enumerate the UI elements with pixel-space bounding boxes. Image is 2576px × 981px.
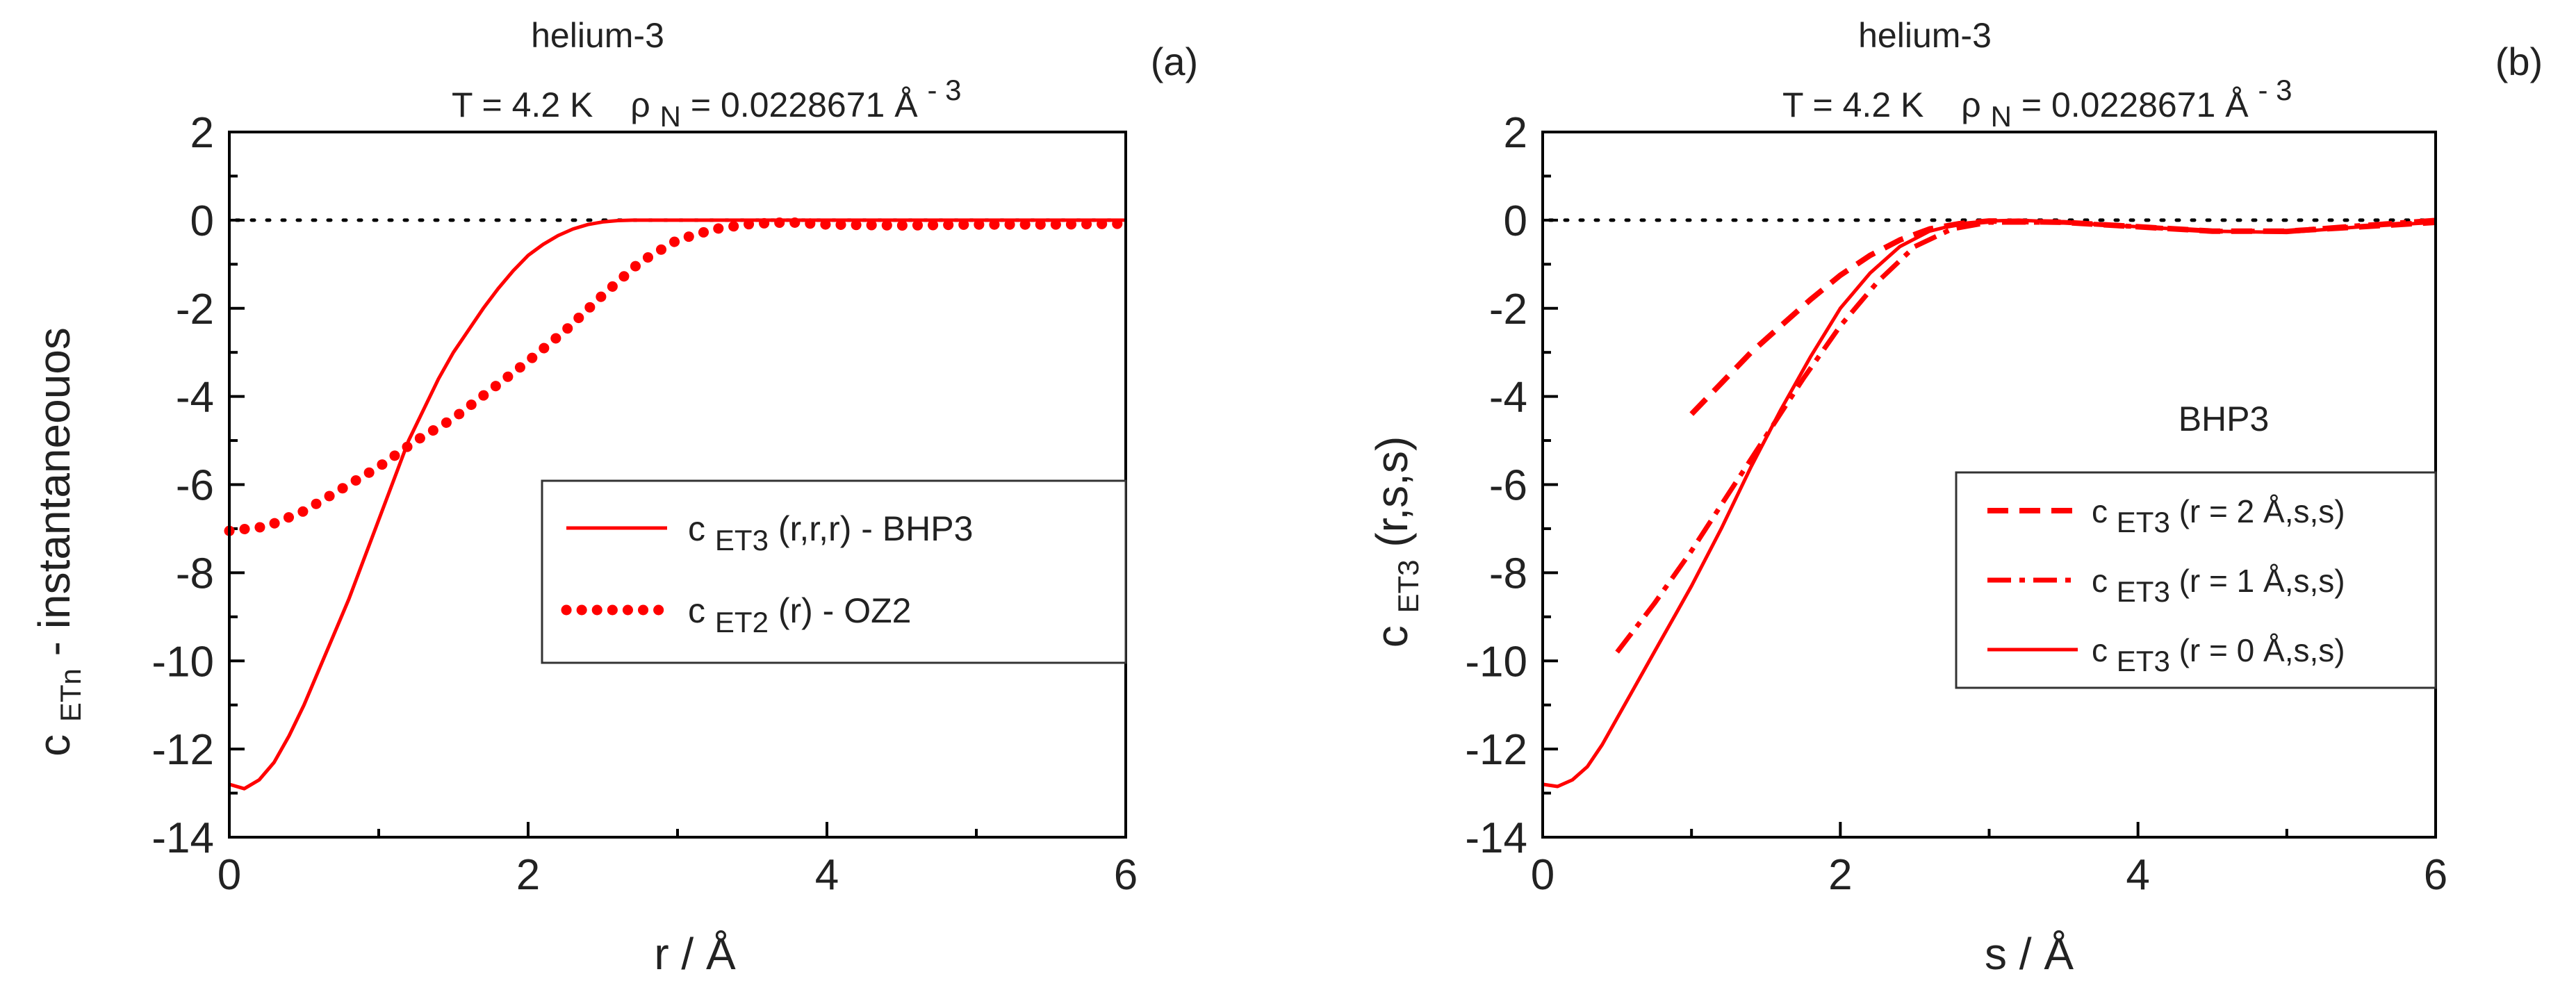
panel-a-legend-entry-bhp3: c ET3 (r,r,r) - BHP3 — [688, 509, 973, 558]
panel-b-label: (b) — [2495, 40, 2543, 83]
panel-a-ylabel-rest: - instantaneouos — [29, 327, 79, 656]
panel-b-subtitle-temp: T = 4.2 K — [1782, 85, 1923, 124]
panel-b: helium-3 T = 4.2 K ρ N = 0.0228671 Å - 3… — [1367, 16, 2543, 979]
panel-b-ylabel-main: c — [1367, 625, 1417, 648]
panel-a-xtick-label: 4 — [815, 851, 839, 899]
panel-a-subtitle-rho-value: = 0.0228671 Å — [691, 85, 918, 124]
panel-a-ytick-label: -4 — [176, 374, 214, 422]
panel-a: helium-3 T = 4.2 K ρ N = 0.0228671 Å - 3… — [29, 16, 1198, 979]
panel-b-ytick-label: 2 — [1504, 109, 1527, 157]
panel-b-subtitle: T = 4.2 K ρ N = 0.0228671 Å - 3 — [1782, 74, 2292, 134]
panel-a-subtitle-rho-sup: - 3 — [927, 74, 961, 106]
panel-a-ytick-label: -8 — [176, 550, 214, 597]
panel-b-series-2-line — [1542, 218, 2436, 789]
panel-b-series — [1542, 217, 2436, 789]
panel-a-ytick-label: 0 — [190, 197, 214, 245]
panel-a-xlabel: r / Å — [654, 929, 736, 979]
panel-b-annotation: BHP3 — [2179, 399, 2270, 438]
panel-b-ytick-label: -8 — [1489, 550, 1527, 597]
panel-a-series — [224, 217, 1131, 791]
panel-b-subtitle-rho: ρ — [1961, 85, 1980, 124]
panel-a-title: helium-3 — [531, 16, 664, 55]
panel-b-ytick-label: -12 — [1465, 726, 1527, 774]
panel-b-tick-labels: 20-2-4-6-8-10-12-140 2 4 6 — [1465, 109, 2447, 899]
panel-a-ylabel-sub: ETn — [54, 668, 87, 722]
panel-a-ytick-label: -14 — [151, 814, 214, 862]
panel-b-ytick-label: -6 — [1489, 462, 1527, 510]
panel-b-ylabel-rest: (r,s,s) — [1367, 436, 1417, 547]
panel-b-xtick-label: 4 — [2126, 851, 2149, 899]
panel-a-subtitle-temp: T = 4.2 K — [452, 85, 593, 124]
panel-a-ylabel: c ETn - instantaneouos — [29, 327, 90, 757]
panel-a-ytick-label: -2 — [176, 286, 214, 333]
panel-a-ytick-label: -10 — [151, 638, 214, 686]
panel-a-legend-entry-oz2: c ET2 (r) - OZ2 — [688, 591, 911, 640]
panel-b-subtitle-rho-sub: N — [1991, 100, 2012, 133]
panel-b-xlabel: s / Å — [1985, 929, 2074, 979]
panel-a-ytick-label: 2 — [190, 109, 214, 157]
panel-b-ylabel-sub: ET3 — [1392, 559, 1425, 613]
panel-a-subtitle-rho-sub: N — [660, 100, 681, 133]
panel-a-legend-box — [541, 479, 1127, 664]
panel-b-series-0-line — [1689, 218, 2436, 416]
panel-a-subtitle-rho: ρ — [630, 85, 650, 124]
panel-a-ytick-label: -6 — [176, 462, 214, 510]
panel-b-ytick-label: -4 — [1489, 374, 1527, 422]
panel-b-subtitle-rho-sup: - 3 — [2258, 74, 2292, 106]
panel-a-tick-labels: 20-2-4-6-8-10-12-140 2 4 6 — [151, 109, 1138, 899]
panel-a-series-0-line — [229, 218, 1126, 791]
panel-a-xtick-label: 2 — [516, 851, 540, 899]
panel-b-legend-entry-r0: c ET3 (r = 0 Å,s,s) — [2092, 632, 2345, 678]
panel-b-title: helium-3 — [1858, 16, 1992, 55]
panel-b-xtick-label: 0 — [1531, 851, 1554, 899]
panel-a-label: (a) — [1151, 40, 1198, 83]
panel-b-legend-entry-r1: c ET3 (r = 1 Å,s,s) — [2092, 563, 2345, 609]
panel-a-subtitle: T = 4.2 K ρ N = 0.0228671 Å - 3 — [452, 74, 962, 134]
panel-b-legend-entry-r2: c ET3 (r = 2 Å,s,s) — [2092, 493, 2345, 539]
panel-b-ytick-label: 0 — [1504, 197, 1527, 245]
panel-b-ylabel: c ET3 (r,s,s) — [1367, 436, 1428, 648]
panel-b-subtitle-rho-value: = 0.0228671 Å — [2021, 85, 2249, 124]
panel-b-ytick-label: -14 — [1465, 814, 1527, 862]
panel-b-ytick-label: -2 — [1489, 286, 1527, 333]
panel-a-legend: c ET3 (r,r,r) - BHP3 c ET2 (r) - OZ2 — [541, 479, 1127, 664]
panel-a-xtick-label: 6 — [1114, 851, 1138, 899]
panel-a-xtick-label: 0 — [218, 851, 241, 899]
panel-b-xtick-label: 6 — [2424, 851, 2447, 899]
panel-a-ylabel-main: c — [29, 734, 79, 757]
panel-b-ytick-label: -10 — [1465, 638, 1527, 686]
panel-b-xtick-label: 2 — [1828, 851, 1852, 899]
panel-b-legend: c ET3 (r = 2 Å,s,s) c ET3 (r = 1 Å,s,s) … — [1955, 471, 2437, 689]
panel-a-series-1-line — [224, 217, 1131, 536]
panel-a-ytick-label: -12 — [151, 726, 214, 774]
